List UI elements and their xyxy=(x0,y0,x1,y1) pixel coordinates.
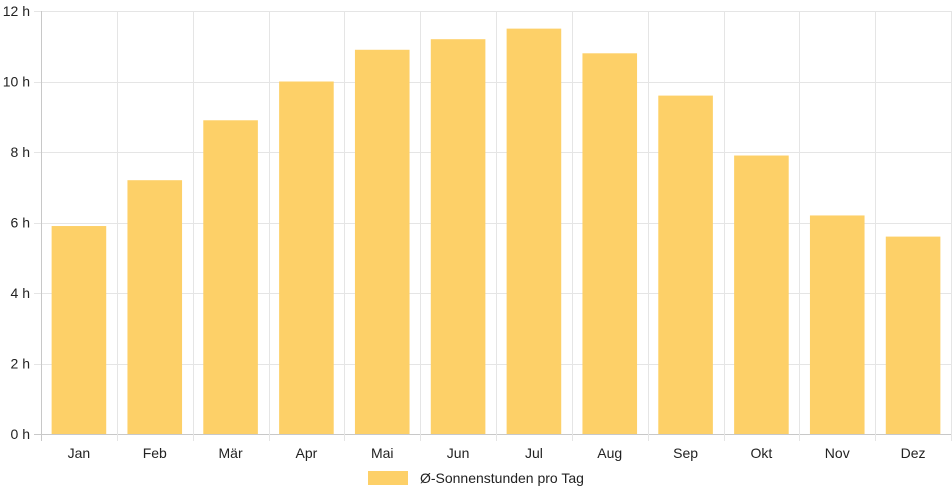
bar-jan[interactable] xyxy=(51,226,107,434)
bar-mär[interactable] xyxy=(203,120,258,435)
x-tick-label: Jul xyxy=(525,445,543,461)
bar-apr[interactable] xyxy=(279,81,334,435)
bar-mai[interactable] xyxy=(354,49,410,435)
y-tick-label: 2 h xyxy=(11,356,30,372)
y-tick-label: 12 h xyxy=(3,3,30,19)
bar-jun[interactable] xyxy=(430,39,486,434)
y-tick-label: 8 h xyxy=(11,144,30,160)
bar-aug[interactable] xyxy=(582,53,638,435)
bar-feb[interactable] xyxy=(127,180,183,434)
y-tick-label: 4 h xyxy=(11,285,30,301)
legend-label: Ø-Sonnenstunden pro Tag xyxy=(419,470,584,486)
bar-dez[interactable] xyxy=(885,236,941,434)
bar-okt[interactable] xyxy=(734,155,789,434)
x-tick-label: Okt xyxy=(751,445,773,461)
x-tick-label: Apr xyxy=(296,445,318,461)
x-tick-label: Nov xyxy=(825,445,850,461)
legend: Ø-Sonnenstunden pro Tag xyxy=(0,470,952,486)
y-tick-label: 0 h xyxy=(11,426,30,442)
x-tick-label: Sep xyxy=(673,445,698,461)
x-tick-label: Dez xyxy=(901,445,926,461)
y-tick-label: 6 h xyxy=(11,215,30,231)
y-tick-label: 10 h xyxy=(3,74,30,90)
bar-chart: 0 h 2 h 4 h 6 h 8 h 10 h 12 h Jan Feb Mär Apr Mai Ju… xyxy=(3,3,952,461)
x-tick-label: Jan xyxy=(68,445,91,461)
bar-nov[interactable] xyxy=(809,215,865,434)
x-tick-label: Feb xyxy=(143,445,167,461)
x-tick-label: Aug xyxy=(597,445,622,461)
legend-swatch xyxy=(368,471,409,485)
bar-sep[interactable] xyxy=(658,95,713,434)
x-tick-label: Mai xyxy=(371,445,394,461)
bar-jul[interactable] xyxy=(506,28,562,434)
x-tick-label: Jun xyxy=(447,445,470,461)
x-tick-label: Mär xyxy=(219,445,243,461)
